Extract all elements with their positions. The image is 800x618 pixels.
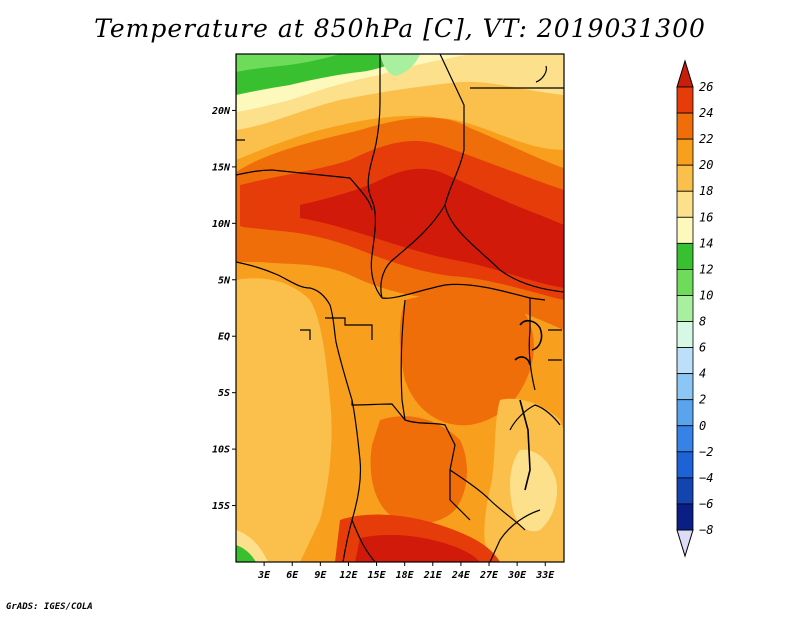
field-zone-north-8: [380, 54, 420, 76]
field-zone-atlantic-18: [236, 278, 332, 562]
colorbar-swatch: [676, 164, 694, 192]
colorbar-swatch: [676, 295, 694, 322]
field-zone-sahel-26: [300, 168, 564, 288]
great-lakes: [514, 319, 543, 491]
colorbar-swatch: [676, 138, 694, 166]
colorbar-swatch: [676, 347, 694, 375]
colorbar-swatch: [676, 503, 694, 531]
lon-tick-label: 21E: [423, 570, 443, 581]
field-zone-south-12: [236, 545, 256, 562]
map-title: Temperature at 850hPa [C], VT: 201903130…: [94, 14, 706, 43]
field-zone-south-26: [355, 534, 480, 562]
colorbar-label: 18: [699, 184, 713, 198]
lon-tick-label: 27E: [479, 570, 499, 581]
field-zone-congo-22: [399, 293, 534, 426]
lat-tick-label: 5N: [218, 275, 231, 286]
colorbar-label: 0: [699, 419, 706, 433]
colorbar-swatch: [676, 242, 694, 270]
colorbar-label: 20: [699, 158, 713, 172]
lon-tick-label: 30E: [507, 570, 527, 581]
lat-tick-label: EQ: [218, 332, 230, 343]
colorbar-swatch: [676, 190, 694, 218]
coastline-west: [236, 261, 362, 562]
lon-tick-label: 18E: [396, 570, 415, 581]
colorbar-swatch: [676, 399, 694, 427]
colorbar-bottom-arrow: [676, 529, 694, 558]
colorbar-label: 14: [699, 236, 713, 250]
colorbar-swatch: [676, 425, 694, 453]
lat-tick-label: 10S: [212, 445, 230, 456]
colorbar-label: −8: [699, 523, 713, 537]
lat-tick-label: 10N: [212, 219, 231, 230]
field-zone-east-16: [510, 449, 558, 532]
lon-tick-label: 3E: [257, 570, 271, 581]
colorbar-label: 10: [699, 288, 713, 302]
colorbar-label: 4: [699, 367, 706, 381]
longitude-axis: 3E 6E 9E 12E 15E 18E 21E 24E 27E 30E 33E: [257, 562, 555, 581]
country-borders: [236, 54, 564, 562]
lon-tick-label: 24E: [451, 570, 471, 581]
lon-tick-label: 6E: [286, 570, 299, 581]
latitude-axis: 20N 15N 10N 5N EQ 5S 10S 15S: [211, 106, 236, 512]
grads-credit: GrADS: IGES/COLA: [6, 602, 93, 612]
lon-tick-label: 33E: [535, 570, 555, 581]
lon-tick-label: 12E: [339, 570, 358, 581]
colorbar-label: −4: [699, 471, 713, 485]
lat-tick-label: 5S: [218, 388, 230, 399]
colorbar-swatch: [676, 477, 694, 505]
colorbar-label: 8: [699, 315, 706, 329]
colorbar-swatch: [676, 321, 694, 348]
coastline-and-borders: [236, 54, 564, 562]
colorbar-swatch: [676, 86, 694, 114]
colorbar-swatch: [676, 112, 694, 140]
colorbar-swatch: [676, 373, 694, 401]
lon-tick-label: 15E: [368, 570, 387, 581]
colorbar-swatch: [676, 269, 694, 296]
lat-tick-label: 20N: [211, 106, 231, 117]
colorbar-swatch: [676, 451, 694, 479]
field-zone-north-10: [236, 54, 340, 72]
colorbar-swatch: [676, 216, 694, 244]
lat-tick-label: 15N: [212, 162, 231, 173]
map-frame: [235, 53, 565, 563]
colorbar-label: 16: [699, 210, 713, 224]
field-zone-angola-22: [370, 416, 467, 525]
temperature-field: [236, 54, 564, 562]
colorbar-label: 6: [699, 341, 706, 355]
colorbar-label: 24: [699, 106, 713, 120]
colorbar-label: 12: [699, 262, 713, 276]
colorbar-label: −6: [699, 497, 713, 511]
colorbar-label: 26: [699, 80, 713, 94]
lon-tick-label: 9E: [314, 570, 327, 581]
colorbar-label: −2: [699, 445, 713, 459]
lat-tick-label: 15S: [212, 501, 230, 512]
colorbar-label: 22: [699, 132, 713, 146]
colorbar-top-arrow: [676, 59, 694, 88]
nile-delta-outline: [535, 65, 547, 83]
colorbar-label: 2: [699, 393, 706, 407]
